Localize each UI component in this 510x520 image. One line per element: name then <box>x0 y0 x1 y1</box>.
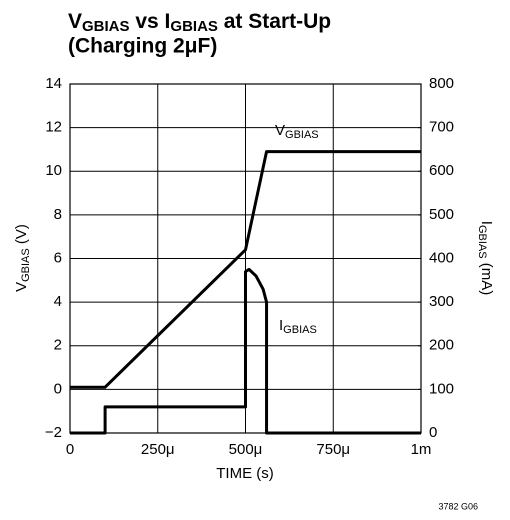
plot-frame <box>69 83 422 434</box>
label-part: V <box>275 122 285 139</box>
footnote: 3782 G06 <box>438 501 478 511</box>
x-axis-label: TIME (s) <box>216 465 274 482</box>
y2-axis-label: IGBIAS (mA) <box>476 221 495 295</box>
title-part: V <box>68 10 82 33</box>
y2-tick-label: 400 <box>429 249 454 266</box>
title-part: vs I <box>130 10 171 33</box>
y2-tick-label: 100 <box>429 380 454 397</box>
y-tick-label: 8 <box>54 206 62 223</box>
label-part: I <box>279 317 283 334</box>
series-label: VGBIAS <box>275 122 319 141</box>
y-tick-label: 10 <box>45 162 62 179</box>
y2-tick-label: 700 <box>429 119 454 136</box>
series-label: IGBIAS <box>279 317 317 336</box>
y-tick-label: 12 <box>45 119 62 136</box>
data-line <box>70 267 421 435</box>
y-tick-label: 0 <box>54 380 62 397</box>
label-part: (mA) <box>478 259 495 296</box>
y2-tick-label: 500 <box>429 206 454 223</box>
y-tick-label: 14 <box>45 75 62 92</box>
chart-subtitle: (Charging 2μF) <box>68 35 217 58</box>
title-part: at Start-Up <box>218 10 331 33</box>
chart-title: VGBIAS vs IGBIAS at Start-Up <box>68 10 331 35</box>
title-part: GBIAS <box>170 18 218 35</box>
x-tick-label: 500μ <box>229 441 263 458</box>
label-part: (V) <box>13 224 30 248</box>
label-part: GBIAS <box>283 324 317 336</box>
x-tick-label: 0 <box>66 441 74 458</box>
x-tick-label: 250μ <box>141 441 175 458</box>
label-part: GBIAS <box>285 129 319 141</box>
y2-tick-label: 200 <box>429 337 454 354</box>
x-tick-label: 1m <box>411 441 432 458</box>
y2-tick-label: 0 <box>429 424 437 441</box>
y2-tick-label: 300 <box>429 293 454 310</box>
y-tick-label: 6 <box>54 249 62 266</box>
y2-tick-label: 800 <box>429 75 454 92</box>
y-tick-label: 2 <box>54 337 62 354</box>
y-axis-label: VGBIAS (V) <box>13 224 32 292</box>
label-part: I <box>478 221 495 225</box>
y-tick-label: −2 <box>45 424 62 441</box>
x-tick-label: 750μ <box>316 441 350 458</box>
label-part: GBIAS <box>476 225 488 259</box>
y2-tick-label: 600 <box>429 162 454 179</box>
title-part: GBIAS <box>82 18 130 35</box>
label-part: V <box>13 282 30 292</box>
data-line <box>70 150 421 389</box>
label-part: GBIAS <box>20 248 32 282</box>
y-tick-label: 4 <box>54 293 62 310</box>
